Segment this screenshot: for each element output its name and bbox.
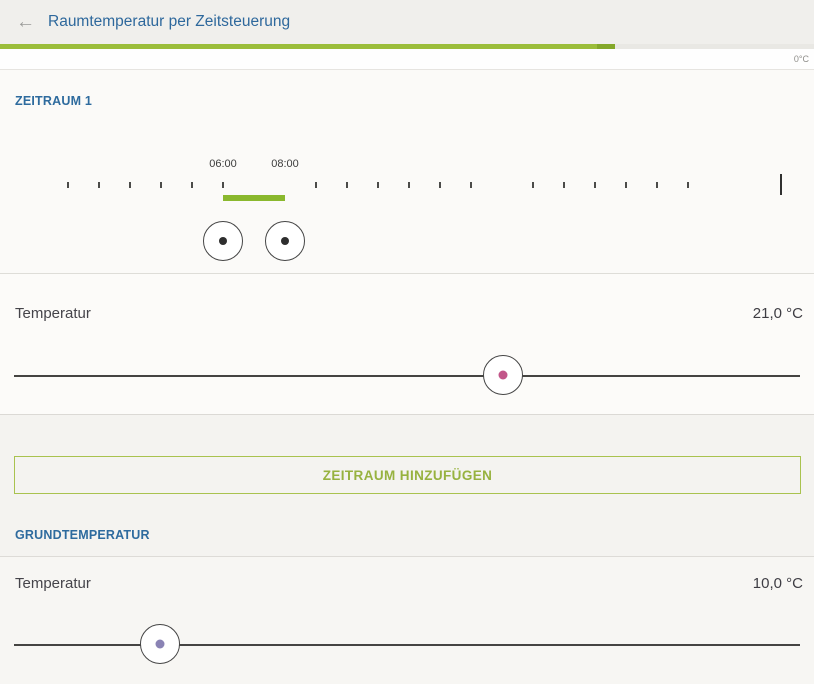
timeline-hour-tick bbox=[67, 182, 69, 188]
zeitraum-1-heading: ZEITRAUM 1 bbox=[15, 94, 92, 108]
base-temperature-slider-track bbox=[14, 644, 800, 646]
base-temperature-slider-handle[interactable] bbox=[140, 624, 181, 664]
header-bar: ← Raumtemperatur per Zeitsteuerung bbox=[0, 0, 814, 44]
temperature-label: Temperatur bbox=[15, 305, 91, 322]
base-temperature-value: 10,0 °C bbox=[752, 575, 803, 592]
timeline-hour-tick bbox=[563, 182, 565, 188]
scale-strip: 0°C bbox=[0, 49, 814, 70]
progress-bar-tip bbox=[596, 44, 615, 49]
timeline-hour-tick bbox=[377, 182, 379, 188]
timeline-hour-tick bbox=[532, 182, 534, 188]
progress-bar bbox=[0, 44, 814, 49]
timeline-hour-tick bbox=[594, 182, 596, 188]
handle-dot bbox=[155, 639, 165, 649]
timeline-hour-tick bbox=[687, 182, 689, 188]
base-temperature-label: Temperatur bbox=[15, 575, 91, 592]
start-time-label: 06:00 bbox=[209, 158, 237, 170]
timeline-hour-tick bbox=[470, 182, 472, 188]
timeline-hour-tick bbox=[222, 182, 224, 188]
section-zeitraum-1: ZEITRAUM 1 06:00 08:00 bbox=[0, 70, 814, 274]
add-period-button[interactable]: ZEITRAUM HINZUFÜGEN bbox=[14, 456, 801, 494]
progress-bar-fill bbox=[0, 44, 615, 49]
timeline-hour-tick bbox=[191, 182, 193, 188]
handle-dot bbox=[498, 370, 508, 380]
section-grundtemperatur: Temperatur 10,0 °C bbox=[0, 557, 814, 684]
handle-dot bbox=[281, 237, 289, 245]
handle-dot bbox=[219, 237, 227, 245]
timeline-end-tick bbox=[780, 174, 782, 195]
timeline-hour-tick bbox=[315, 182, 317, 188]
period-end-handle[interactable] bbox=[265, 221, 305, 261]
page-title: Raumtemperatur per Zeitsteuerung bbox=[48, 13, 291, 30]
grundtemperatur-heading: GRUNDTEMPERATUR bbox=[15, 528, 150, 542]
active-period-bar bbox=[223, 195, 285, 201]
section-actions: ZEITRAUM HINZUFÜGEN GRUNDTEMPERATUR bbox=[0, 415, 814, 557]
section-zeitraum-1-temperature: Temperatur 21,0 °C bbox=[0, 274, 814, 415]
timeline-hour-tick bbox=[408, 182, 410, 188]
timeline-hour-tick bbox=[656, 182, 658, 188]
timeline-hour-tick bbox=[439, 182, 441, 188]
scale-zero-label: 0°C bbox=[793, 54, 809, 64]
temperature-slider-handle[interactable] bbox=[482, 355, 523, 395]
end-time-label: 08:00 bbox=[271, 158, 299, 170]
temperature-slider-track bbox=[14, 375, 800, 377]
timeline-hour-tick bbox=[160, 182, 162, 188]
temperature-value: 21,0 °C bbox=[752, 305, 803, 322]
timeline-hour-tick bbox=[98, 182, 100, 188]
timeline-hour-tick bbox=[346, 182, 348, 188]
timeline-hour-tick bbox=[625, 182, 627, 188]
back-arrow-icon[interactable]: ← bbox=[16, 11, 35, 33]
timeline-hour-tick bbox=[129, 182, 131, 188]
period-start-handle[interactable] bbox=[203, 221, 243, 261]
